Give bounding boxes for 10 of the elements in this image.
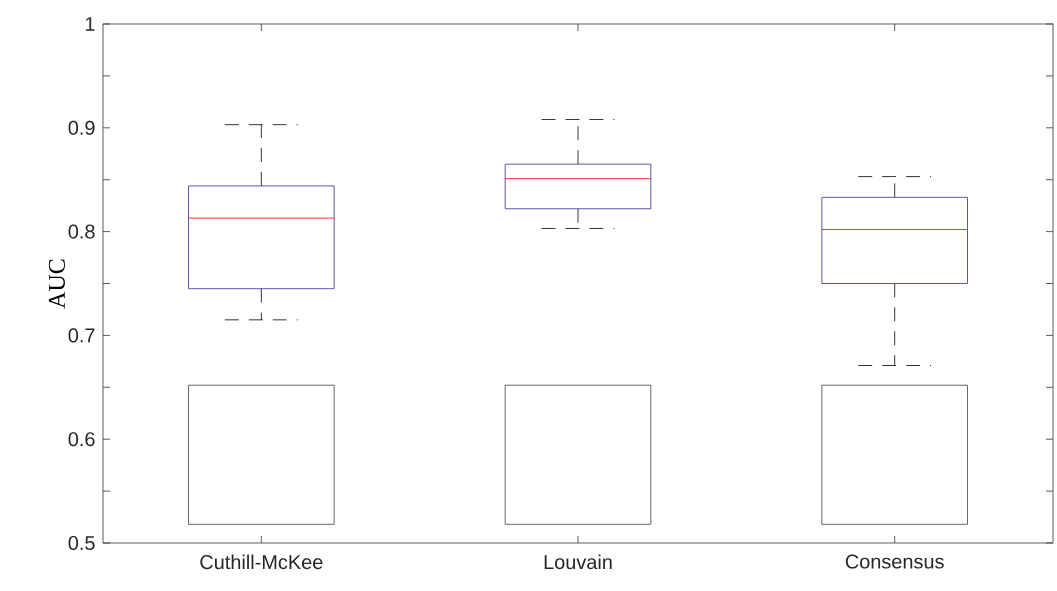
y-tick-label: 0.6 bbox=[68, 432, 95, 447]
y-tick-label: 0.9 bbox=[68, 120, 95, 135]
x-tick-label: Consensus bbox=[845, 554, 944, 569]
y-axis-title: AUC bbox=[48, 259, 65, 309]
y-tick-label: 0.5 bbox=[68, 535, 95, 551]
y-tick-label: 1 bbox=[85, 17, 95, 31]
x-tick-label: Louvain bbox=[544, 554, 612, 570]
x-tick-label: Cuthill-McKee bbox=[200, 554, 323, 570]
y-tick-label: 0.8 bbox=[68, 224, 95, 239]
y-tick-label: 0.7 bbox=[68, 328, 95, 343]
